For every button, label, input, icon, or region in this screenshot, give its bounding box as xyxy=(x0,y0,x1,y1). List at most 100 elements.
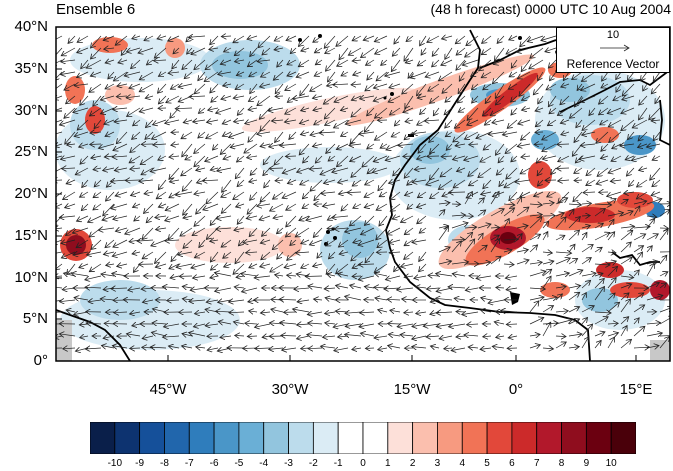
wind-vector xyxy=(194,83,206,94)
wind-vector xyxy=(568,217,580,229)
wind-vector xyxy=(582,119,596,130)
wind-vector xyxy=(185,156,193,160)
wind-vector xyxy=(620,199,628,204)
colorbar-swatch xyxy=(387,422,414,454)
colorbar-label: 9 xyxy=(583,458,590,469)
wind-vector xyxy=(204,71,219,82)
x-tick-label: 15°E xyxy=(619,381,653,398)
colorbar-swatch xyxy=(164,422,190,454)
wind-vector xyxy=(315,155,323,163)
wind-vector xyxy=(502,132,518,135)
wind-vector xyxy=(359,132,375,134)
wind-vector xyxy=(594,233,610,241)
wind-vector xyxy=(427,35,440,42)
wind-vector xyxy=(465,47,479,57)
wind-vector xyxy=(586,179,596,186)
wind-vector xyxy=(413,132,427,134)
wind-vector xyxy=(659,316,670,325)
wind-vector xyxy=(580,144,596,146)
wind-vector xyxy=(326,59,336,71)
wind-vector xyxy=(436,312,453,313)
wind-vector xyxy=(620,211,633,217)
wind-vector xyxy=(351,84,362,85)
wind-vector xyxy=(421,47,426,55)
wind-vector xyxy=(454,119,466,128)
wind-vector xyxy=(516,250,528,252)
wind-vector xyxy=(86,323,102,324)
wind-vector xyxy=(223,251,232,258)
wind-vector xyxy=(517,234,522,241)
wind-vector xyxy=(262,47,271,55)
wind-vector xyxy=(280,144,297,146)
colorbar-label: -6 xyxy=(209,458,219,469)
wind-vector xyxy=(358,239,375,245)
wind-vector xyxy=(56,311,63,313)
wind-vector xyxy=(352,179,362,186)
wind-vector xyxy=(594,317,608,325)
wind-vector xyxy=(441,59,453,65)
wind-vector xyxy=(74,131,89,136)
wind-vector xyxy=(403,107,414,113)
wind-vector xyxy=(98,228,115,230)
wind-vector xyxy=(166,95,180,103)
wind-vector xyxy=(581,216,590,217)
wind-vector xyxy=(479,59,492,71)
wind-vector xyxy=(477,210,486,217)
wind-vector xyxy=(646,199,662,205)
colorbar-swatch xyxy=(511,422,538,454)
wind-vector xyxy=(455,144,466,146)
colorbar-label: 3 xyxy=(434,458,441,469)
wind-vector xyxy=(334,95,349,102)
wind-vector xyxy=(309,168,323,169)
wind-vector xyxy=(325,119,336,125)
wind-vector xyxy=(568,259,578,265)
wind-vector xyxy=(429,167,440,180)
wind-vector xyxy=(581,306,594,313)
wind-vector xyxy=(417,96,427,98)
wind-vector xyxy=(419,228,427,233)
wind-vector xyxy=(247,203,258,214)
wind-vector xyxy=(300,179,310,185)
wind-vector xyxy=(324,35,336,48)
wind-vector xyxy=(216,228,232,229)
wind-vector xyxy=(277,251,284,259)
wind-vector xyxy=(607,219,614,229)
wind-vector xyxy=(499,179,504,187)
wind-vector xyxy=(445,119,453,128)
wind-vector xyxy=(328,156,336,161)
wind-vector xyxy=(534,144,544,145)
wind-vector xyxy=(116,96,128,97)
wind-vector xyxy=(221,36,232,37)
wind-vector xyxy=(483,179,492,189)
wind-vector xyxy=(607,252,616,253)
wind-vector xyxy=(59,119,76,125)
wind-vector xyxy=(484,119,492,125)
wind-vector xyxy=(247,36,258,39)
wind-vector xyxy=(529,59,544,69)
wind-vector xyxy=(115,35,128,45)
wind-vector xyxy=(286,203,297,210)
wind-vector xyxy=(274,35,284,41)
wind-vector xyxy=(511,155,518,162)
wind-vector xyxy=(405,60,414,63)
wind-vector xyxy=(391,59,401,72)
wind-vector xyxy=(86,252,102,255)
wind-vector xyxy=(361,47,375,58)
wind-vector xyxy=(301,264,310,268)
colorbar-swatch xyxy=(362,422,389,454)
wind-vector xyxy=(246,216,258,219)
wind-vector xyxy=(367,107,375,116)
wind-vector xyxy=(73,252,89,255)
wind-vector xyxy=(373,83,388,88)
wind-vector xyxy=(402,83,414,94)
wind-vector xyxy=(548,95,557,107)
wind-vector xyxy=(313,108,323,110)
wind-vector xyxy=(348,47,362,55)
wind-vector xyxy=(352,276,362,277)
wind-vector xyxy=(314,119,323,125)
wind-vector xyxy=(222,120,232,124)
wind-vector xyxy=(517,71,531,79)
wind-vector xyxy=(150,168,167,172)
wind-vector xyxy=(464,192,472,205)
wind-vector xyxy=(117,264,128,267)
